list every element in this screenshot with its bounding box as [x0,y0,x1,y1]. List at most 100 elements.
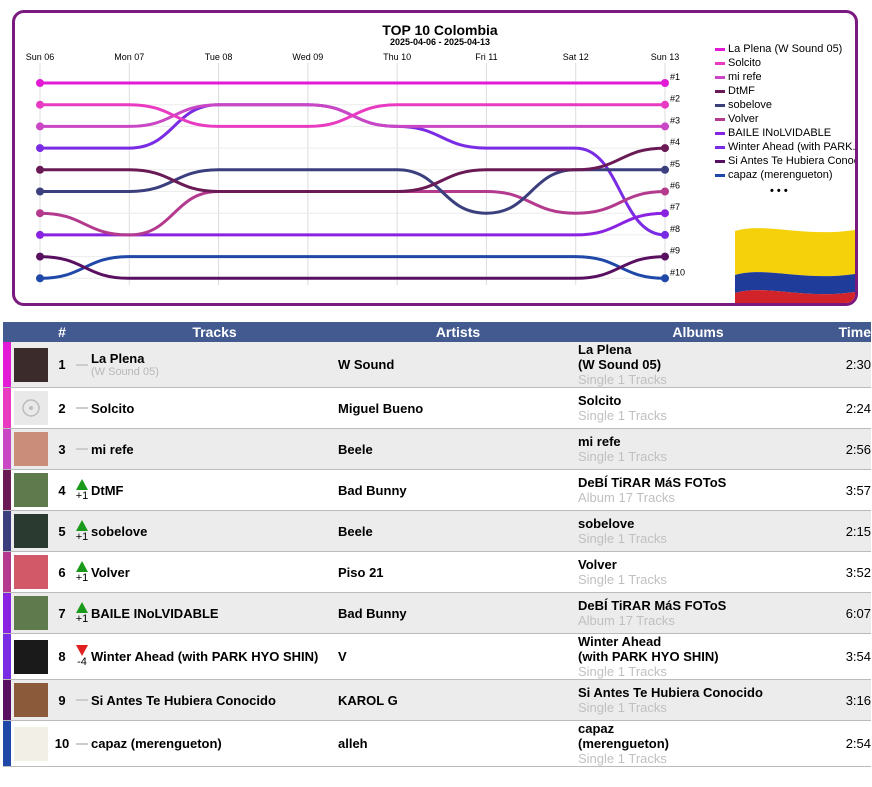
artist-name[interactable]: Beele [338,510,578,552]
album-cover-image[interactable] [14,555,48,589]
album-name[interactable]: Si Antes Te Hubiera Conocido [578,685,763,700]
album-name[interactable]: (merengueton) [578,736,669,751]
thumb-cell [11,469,51,511]
series-point [661,252,669,261]
header-time: Time [818,322,871,342]
album-name[interactable]: DeBÍ TiRAR MáS FOToS [578,598,727,613]
thumb-cell [11,387,51,429]
thumb-cell [11,551,51,593]
track-cell: sobelove [91,510,338,552]
album-name[interactable]: La Plena [578,342,632,357]
y-tick-label: #3 [670,115,680,125]
table-row[interactable]: 9 Si Antes Te Hubiera Conocido KAROL G Si A… [3,679,871,721]
album-cover-image[interactable] [14,683,48,717]
table-row[interactable]: 6 +1 Volver Piso 21 Volver Single 1 Tracks 3:5… [3,551,871,593]
table-row[interactable]: 8 -4 Winter Ahead (with PARK HYO SHIN) V Win… [3,633,871,680]
album-cell: Winter Ahead (with PARK HYO SHIN) Single 1… [578,633,818,680]
table-row[interactable]: 3 mi refe Beele mi refe Single 1 Tracks 2:56 [3,428,871,470]
legend-swatch [715,76,725,79]
track-name[interactable]: mi refe [91,441,134,457]
series-point [661,274,669,283]
rank-change: -4 [73,633,91,680]
legend-item: mi refe [715,70,855,84]
track-cell: mi refe [91,428,338,470]
album-type: Single 1 Tracks [578,751,667,766]
album-cover-image[interactable] [14,391,48,425]
track-name[interactable]: BAILE INoLVIDABLE [91,605,219,621]
album-cell: Solcito Single 1 Tracks [578,387,818,429]
legend-label: Volver [728,113,759,125]
artist-name[interactable]: Miguel Bueno [338,387,578,429]
series-point [661,100,669,109]
series-point [661,209,669,218]
track-name[interactable]: Volver [91,564,130,580]
rank-change: +1 [73,510,91,552]
album-cell: Si Antes Te Hubiera Conocido Single 1 Tra… [578,679,818,721]
legend-swatch [715,174,725,177]
row-color-stripe [3,387,11,429]
track-name[interactable]: DtMF [91,482,124,498]
artist-name[interactable]: Bad Bunny [338,469,578,511]
table-row[interactable]: 4 +1 DtMF Bad Bunny DeBÍ TiRAR MáS FOToS Albu… [3,469,871,511]
album-name[interactable]: mi refe [578,434,621,449]
artist-name[interactable]: Bad Bunny [338,592,578,634]
track-name[interactable]: La Plena [91,351,145,366]
album-name[interactable]: Volver [578,557,617,572]
rank-number: 1 [51,342,73,388]
album-name[interactable]: (W Sound 05) [578,357,662,372]
album-name[interactable]: Solcito [578,393,622,408]
album-name[interactable]: sobelove [578,516,635,531]
album-cover-image[interactable] [14,596,48,630]
series-line [38,255,667,280]
table-row[interactable]: 10 capaz (merengueton) alleh capaz (merengue… [3,720,871,767]
chart-title: TOP 10 Colombia [382,22,498,38]
artist-name[interactable]: Piso 21 [338,551,578,593]
album-name[interactable]: DeBÍ TiRAR MáS FOToS [578,475,727,490]
artist-name[interactable]: V [338,633,578,680]
legend-label: Winter Ahead (with PARK.. [728,141,858,153]
table-row[interactable]: 5 +1 sobelove Beele sobelove Single 1 Tracks 2… [3,510,871,552]
artist-name[interactable]: Beele [338,428,578,470]
album-cover-image[interactable] [14,432,48,466]
legend-label: capaz (merengueton) [728,169,833,181]
track-name[interactable]: sobelove [91,523,148,539]
y-tick-label: #1 [670,72,680,82]
thumb-cell [11,633,51,680]
legend-swatch [715,132,725,135]
thumb-cell [11,592,51,634]
row-color-stripe [3,510,11,552]
artist-name[interactable]: W Sound [338,342,578,388]
album-cover-image[interactable] [14,639,48,674]
table-header: # Tracks Artists Albums Time [3,322,871,342]
header-tracks: Tracks [91,322,338,342]
artist-name[interactable]: alleh [338,720,578,767]
series-point [36,230,44,239]
track-subtitle: (W Sound 05) [91,366,159,378]
legend-item: DtMF [715,84,855,98]
track-name[interactable]: capaz (merengueton) [91,736,222,751]
table-row[interactable]: 2 Solcito Miguel Bueno Solcito Single 1 Trac… [3,387,871,429]
track-name[interactable]: Solcito [91,400,135,416]
album-name[interactable]: Winter Ahead [578,634,662,649]
album-name[interactable]: capaz [578,721,615,736]
track-name[interactable]: Winter Ahead (with PARK HYO SHIN) [91,649,319,664]
track-duration: 2:54 [818,720,871,767]
album-cover-image[interactable] [14,514,48,548]
y-tick-label: #9 [670,246,680,256]
track-name[interactable]: Si Antes Te Hubiera Conocido [91,692,276,708]
series-point [36,252,44,261]
rank-number: 2 [51,387,73,429]
rank-change [73,342,91,388]
legend-more: • • • [770,185,788,197]
row-color-stripe [3,633,11,680]
album-cover-image[interactable] [14,347,48,382]
track-duration: 2:30 [818,342,871,388]
album-name[interactable]: (with PARK HYO SHIN) [578,649,719,664]
album-cover-image[interactable] [14,726,48,761]
artist-name[interactable]: KAROL G [338,679,578,721]
track-cell: Winter Ahead (with PARK HYO SHIN) [91,633,338,680]
album-cover-image[interactable] [14,473,48,507]
table-row[interactable]: 7 +1 BAILE INoLVIDABLE Bad Bunny DeBÍ TiRAR … [3,592,871,634]
table-row[interactable]: 1 La Plena (W Sound 05) W Sound La Plena (W S… [3,342,871,388]
legend-item: BAILE INoLVIDABLE [715,126,855,140]
